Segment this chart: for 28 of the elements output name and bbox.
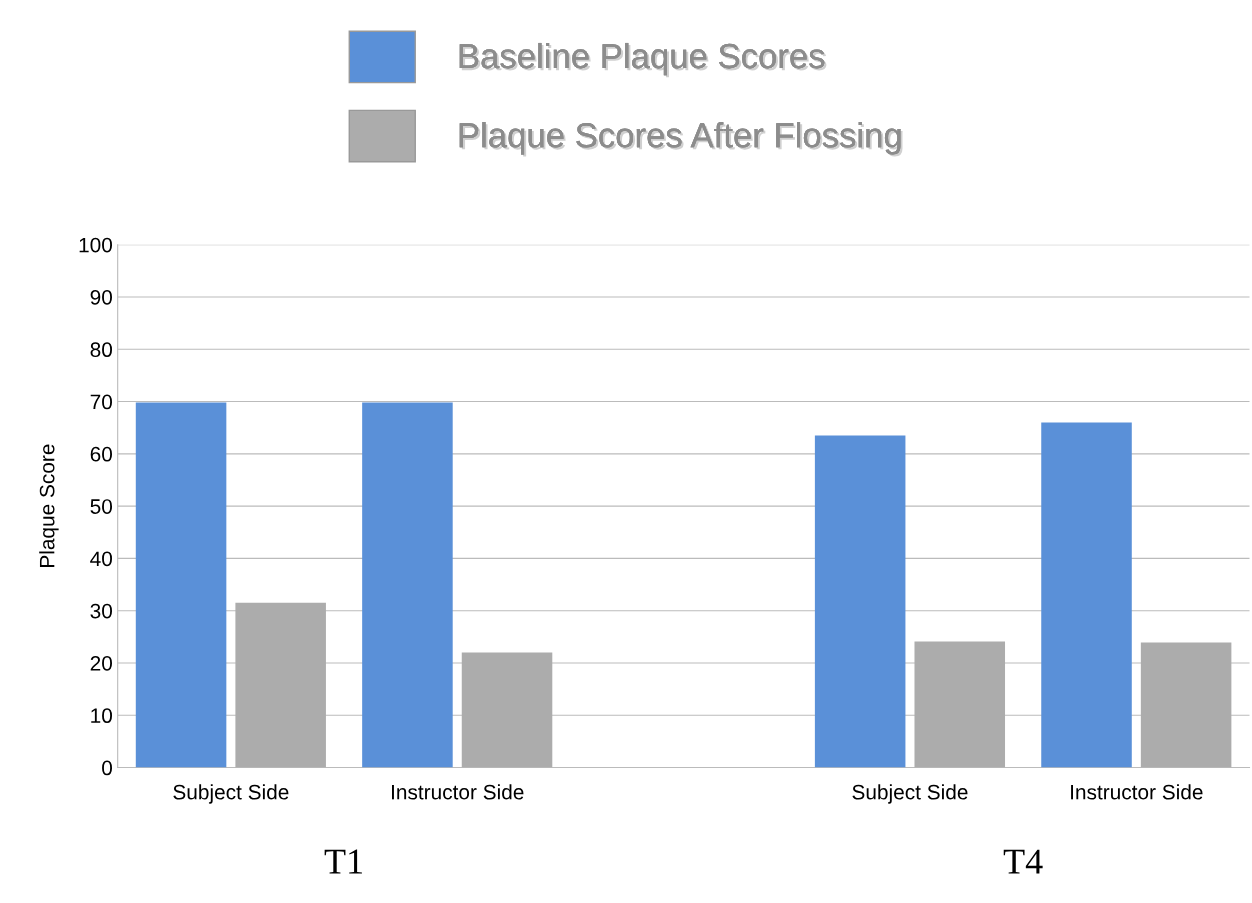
y-tick-label: 30 <box>90 603 113 619</box>
x-tick-label: Subject Side <box>852 784 968 804</box>
text: T1 <box>324 849 362 874</box>
bar <box>814 435 906 768</box>
x-tick-label: Subject Side <box>173 784 289 804</box>
text: T4 <box>1003 849 1043 874</box>
y-tick-label: 0 <box>102 760 113 776</box>
y-tick-label: 60 <box>90 446 113 462</box>
bar <box>461 652 553 768</box>
bar <box>135 402 227 768</box>
legend-label: Baseline Plaque Scores <box>459 42 827 78</box>
y-tick-label: 40 <box>90 551 113 567</box>
y-tick-label: 10 <box>91 708 113 724</box>
y-tick-label: 20 <box>90 655 113 671</box>
y-tick-label: 80 <box>90 342 113 358</box>
x-tick-label: Instructor Side <box>392 784 524 800</box>
y-tick-label: 90 <box>90 290 113 305</box>
bar <box>235 602 326 768</box>
legend-label: Plaque Scores After Flossing <box>459 122 903 157</box>
y-tick-label: 70 <box>90 394 113 410</box>
bar <box>914 641 1006 768</box>
y-axis-title: Plaque Score <box>39 444 59 567</box>
y-tick-label: 50 <box>90 499 113 514</box>
bar <box>1140 642 1232 768</box>
x-tick-label: Instructor Side <box>1071 784 1203 800</box>
y-tick-label: 100 <box>79 237 113 253</box>
bar <box>1041 422 1132 768</box>
bar <box>362 402 453 768</box>
